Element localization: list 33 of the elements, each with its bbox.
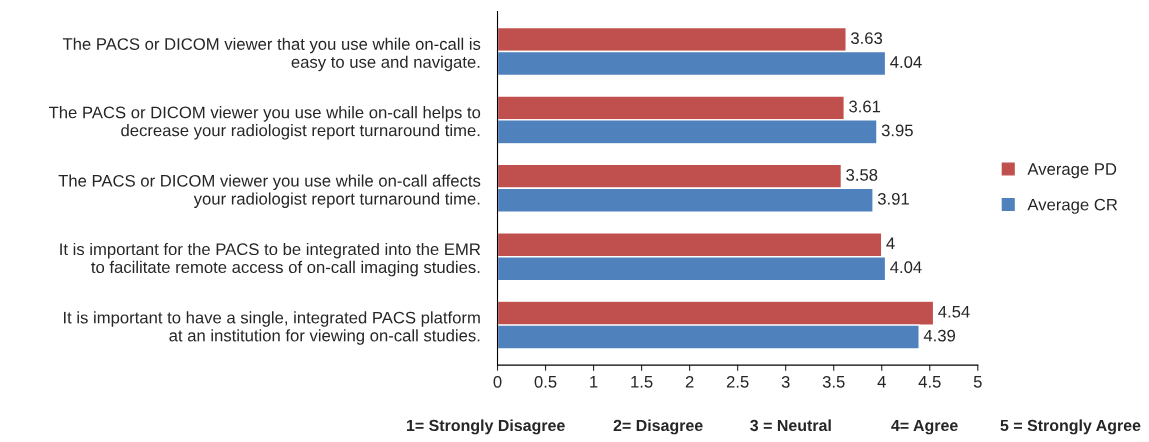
text: 3 = Neutral: [750, 419, 831, 432]
y-tick-label: It is important for the PACS to be integrated into the EMR to facilitate remote access of on-call imaging studies.: [60, 242, 481, 277]
legend-label: Average CR: [1027, 198, 1118, 214]
x-tick-label: 0: [493, 375, 502, 388]
x-tick-label: 1.5: [631, 376, 653, 388]
text: 4= Agree: [891, 419, 958, 435]
data-label: 4: [886, 237, 895, 250]
data-label: 3.95: [881, 124, 913, 137]
data-label: 4.39: [923, 329, 956, 342]
y-tick-label: The PACS or DICOM viewer you use while on-call affects your radiologist report turnaround time.: [58, 174, 481, 208]
x-tick-label: 5: [973, 376, 982, 388]
y-tick-label: The PACS or DICOM viewer you use while on-call helps to decrease your radiologist report turnaround time.: [48, 106, 481, 140]
x-tick-label: 3.5: [822, 375, 845, 388]
y-tick-label: It is important to have a single, integrated PACS platform at an institution for viewing on-call studies.: [63, 311, 480, 345]
x-tick-label: 2.5: [726, 375, 749, 388]
x-tick-label: 3: [781, 375, 790, 388]
data-label: 4.54: [938, 305, 970, 318]
data-label: 3.63: [851, 32, 883, 45]
y-tick-label: The PACS or DICOM viewer that you use while on-call is easy to use and navigate.: [62, 37, 481, 72]
text: 1= Strongly Disagree: [406, 419, 565, 435]
data-label: 4.04: [890, 56, 922, 68]
data-label: 3.58: [846, 168, 878, 181]
text: 2= Disagree: [613, 419, 703, 435]
x-tick-label: 2: [685, 375, 694, 388]
data-label: 3.61: [849, 100, 881, 113]
legend-label: Average PD: [1027, 163, 1117, 179]
data-label: 3.91: [877, 192, 909, 205]
text: 5 = Strongly Agree: [1000, 419, 1141, 435]
x-tick-label: 4: [877, 376, 886, 388]
x-tick-label: 4.5: [918, 376, 941, 388]
x-tick-label: 0.5: [534, 375, 557, 388]
data-label: 4.04: [890, 261, 922, 274]
x-tick-label: 1: [590, 376, 598, 388]
